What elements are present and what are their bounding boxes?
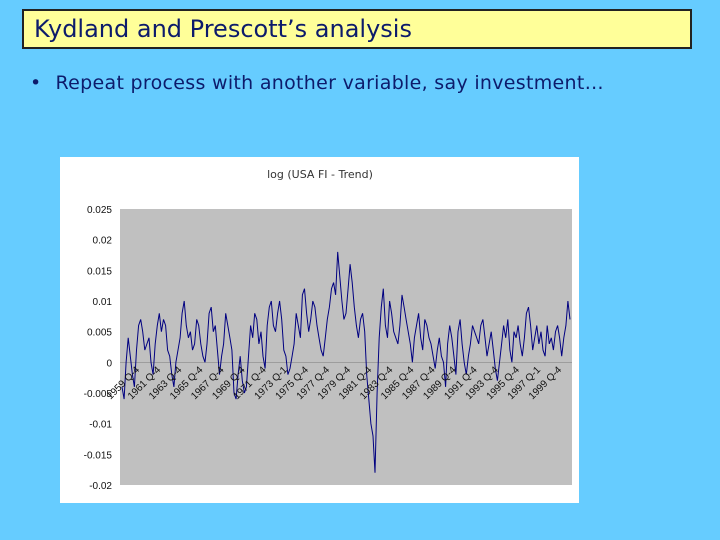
plot-area <box>120 209 572 485</box>
bullet-item: • Repeat process with another variable, s… <box>30 72 604 94</box>
y-tick-label: 0.025 <box>87 205 112 216</box>
bullet-icon: • <box>30 72 42 94</box>
series-line <box>121 251 571 473</box>
slide-title: Kydland and Prescott’s analysis <box>34 15 412 43</box>
y-tick-label: 0.02 <box>93 236 113 247</box>
y-tick-label: -0.015 <box>84 450 113 461</box>
y-tick-label: 0.015 <box>87 266 112 277</box>
bullet-text: Repeat process with another variable, sa… <box>55 72 604 94</box>
y-tick-label: 0.005 <box>87 328 112 339</box>
slide-title-box: Kydland and Prescott’s analysis <box>22 9 692 49</box>
y-tick-label: -0.01 <box>89 420 112 431</box>
chart-panel: log (USA FI - Trend) 0.025 0.02 0.015 0.01 0… <box>60 157 579 503</box>
line-chart: log (USA FI - Trend) 0.0250.020.0150.010… <box>84 168 572 492</box>
y-tick-label: -0.02 <box>89 481 112 492</box>
y-axis-ticks: 0.025 0.02 0.015 0.01 0.005 0 -0.005 -0.01 -0.01… <box>84 205 113 492</box>
y-tick-label: 0 <box>106 358 112 369</box>
chart-title: log (USA FI - Trend) <box>267 168 373 181</box>
y-tick-label: -0.005 <box>84 389 113 400</box>
y-tick-label: 0.01 <box>93 297 113 308</box>
